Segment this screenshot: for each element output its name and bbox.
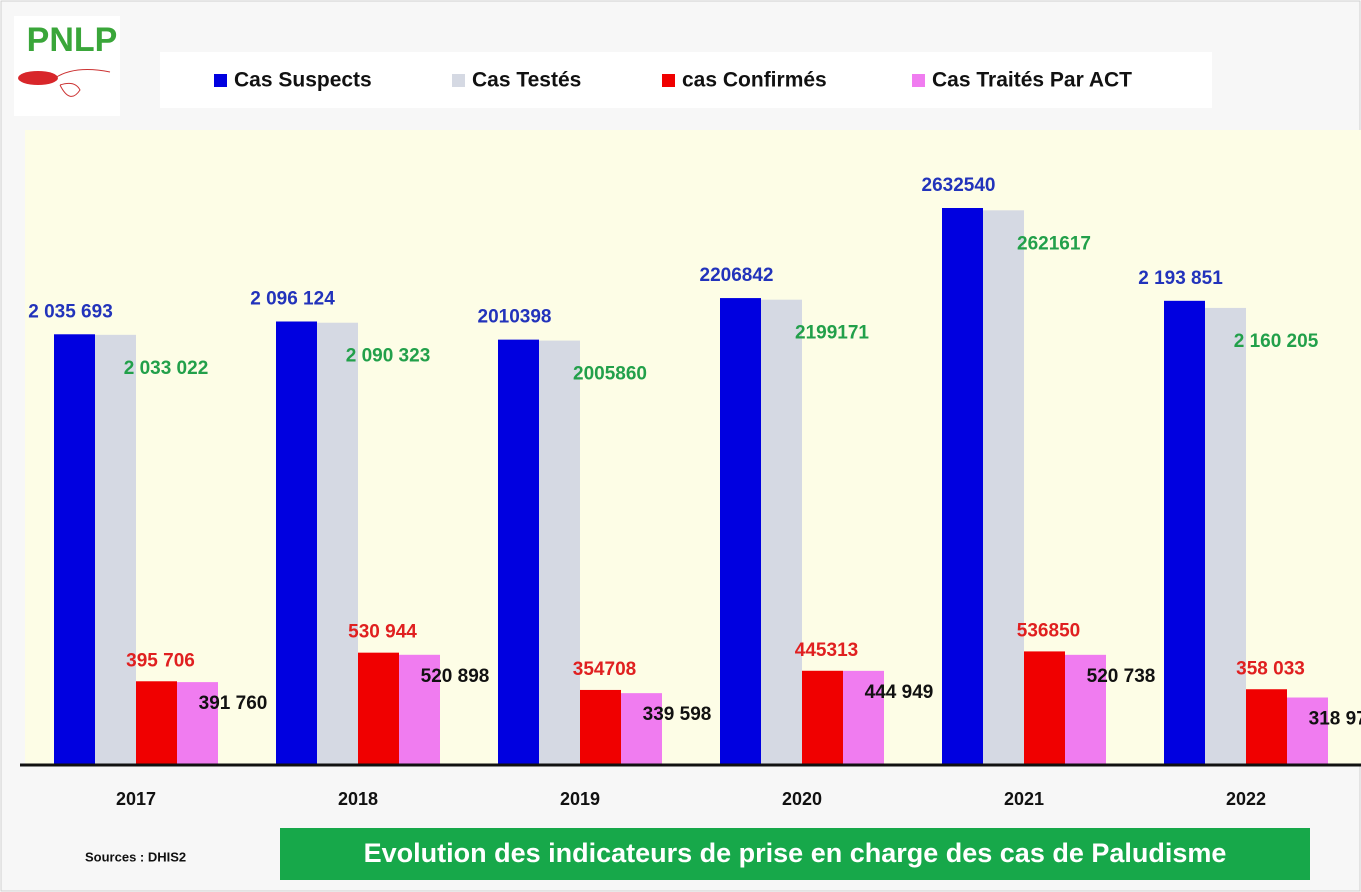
bar <box>761 299 802 765</box>
data-label: 318 978 <box>1309 709 1361 730</box>
data-label: 520 738 <box>1087 666 1156 687</box>
title-box <box>280 828 1310 880</box>
legend-label: Cas Traités Par ACT <box>932 69 1132 92</box>
bar <box>580 689 621 765</box>
bar <box>621 693 662 765</box>
bar <box>399 654 440 765</box>
source: Sources : DHIS2 <box>85 849 186 864</box>
data-label: 2632540 <box>922 175 996 196</box>
bar <box>276 321 317 765</box>
bar <box>1065 654 1106 765</box>
legend-label: cas Confirmés <box>682 69 827 92</box>
bar <box>983 210 1024 766</box>
data-label: 2 193 851 <box>1138 268 1223 289</box>
legend <box>160 52 1212 108</box>
data-label: 445313 <box>795 640 858 661</box>
legend-swatch <box>452 74 465 87</box>
plot-area <box>25 130 1361 765</box>
data-label: 354708 <box>573 659 636 680</box>
bar <box>498 339 539 765</box>
bar <box>1164 300 1205 765</box>
data-label: 395 706 <box>126 650 195 671</box>
bar <box>1205 307 1246 765</box>
data-label: 444 949 <box>865 682 934 703</box>
data-label: 358 033 <box>1236 658 1305 679</box>
data-label: 2199171 <box>795 323 869 344</box>
logo-box <box>14 16 120 116</box>
bar <box>942 208 983 765</box>
logo-text: PNLP <box>27 21 118 59</box>
data-label: 2005860 <box>573 364 647 385</box>
legend-swatch <box>912 74 925 87</box>
x-tick-label: 2017 <box>116 789 156 809</box>
logo-shape <box>18 71 58 85</box>
legend-label: Cas Suspects <box>234 69 372 92</box>
bar <box>95 334 136 765</box>
data-label: 2206842 <box>700 265 774 286</box>
data-label: 520 898 <box>421 666 490 687</box>
data-label: 339 598 <box>643 704 712 725</box>
data-label: 2621617 <box>1017 233 1091 254</box>
bar <box>720 298 761 765</box>
bar <box>843 670 884 765</box>
data-label: 2 160 205 <box>1234 331 1319 352</box>
x-tick-label: 2018 <box>338 789 378 809</box>
data-label: 536850 <box>1017 620 1080 641</box>
bar <box>358 652 399 765</box>
data-label: 2 033 022 <box>124 358 209 379</box>
bar <box>1024 651 1065 765</box>
bar <box>1246 689 1287 765</box>
x-tick-label: 2021 <box>1004 789 1044 809</box>
x-tick-label: 2019 <box>560 789 600 809</box>
data-label: 2010398 <box>478 307 552 328</box>
bar <box>54 334 95 765</box>
legend-swatch <box>662 74 675 87</box>
logo-shape <box>54 69 111 97</box>
bar <box>539 340 580 765</box>
x-tick-label: 2022 <box>1226 789 1266 809</box>
data-label: 2 096 124 <box>250 289 335 310</box>
chart-title: Evolution des indicateurs de prise en ch… <box>364 838 1227 868</box>
data-label: 2 035 693 <box>28 301 113 322</box>
data-label: 530 944 <box>348 622 417 643</box>
bar <box>1287 697 1328 765</box>
bar <box>136 681 177 765</box>
bar <box>802 670 843 765</box>
data-label: 391 760 <box>199 693 268 714</box>
bar <box>317 322 358 765</box>
legend-swatch <box>214 74 227 87</box>
x-tick-label: 2020 <box>782 789 822 809</box>
legend-label: Cas Testés <box>472 69 581 92</box>
data-label: 2 090 323 <box>346 346 431 367</box>
bar <box>177 682 218 765</box>
